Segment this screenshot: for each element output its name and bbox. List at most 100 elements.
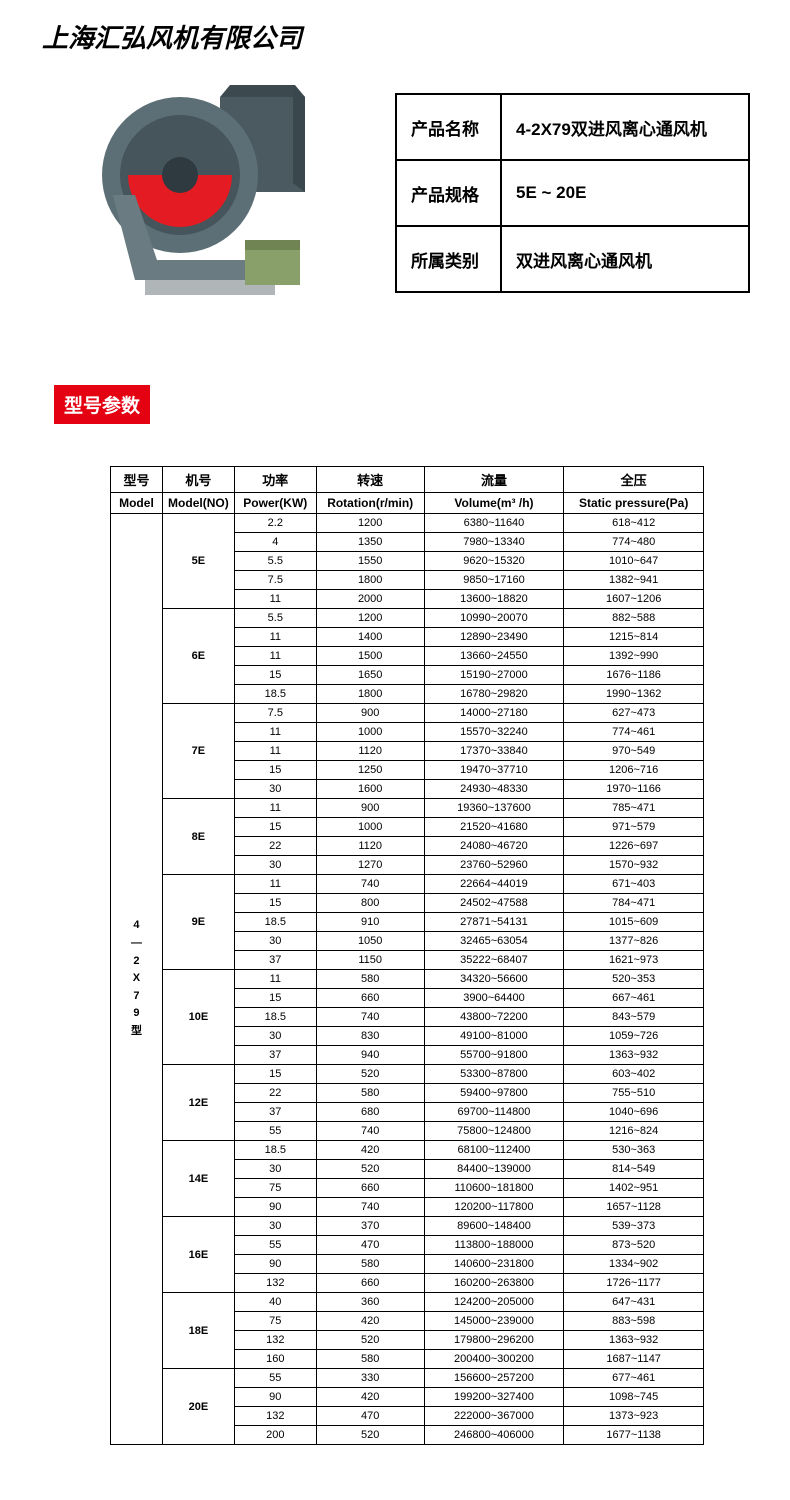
spec-cell-pressure: 539~373 bbox=[564, 1217, 704, 1236]
table-row: 8E1190019360~137600785~471 bbox=[111, 799, 704, 818]
spec-cell-rotation: 580 bbox=[316, 970, 424, 989]
spec-cell-power: 15 bbox=[234, 989, 316, 1008]
spec-cell-rotation: 740 bbox=[316, 1198, 424, 1217]
spec-cell-volume: 10990~20070 bbox=[424, 609, 564, 628]
spec-header-cn: 全压 bbox=[564, 467, 704, 493]
info-value: 5E ~ 20E bbox=[501, 160, 749, 226]
spec-cell-volume: 7980~13340 bbox=[424, 533, 564, 552]
spec-cell-volume: 22664~44019 bbox=[424, 875, 564, 894]
spec-header-cn: 机号 bbox=[162, 467, 234, 493]
spec-cell-pressure: 520~353 bbox=[564, 970, 704, 989]
spec-cell-pressure: 1010~647 bbox=[564, 552, 704, 571]
spec-cell-pressure: 843~579 bbox=[564, 1008, 704, 1027]
spec-cell-pressure: 1059~726 bbox=[564, 1027, 704, 1046]
spec-cell-power: 18.5 bbox=[234, 1141, 316, 1160]
spec-cell-volume: 17370~33840 bbox=[424, 742, 564, 761]
spec-cell-power: 2.2 bbox=[234, 514, 316, 533]
spec-table-wrap: 型号机号功率转速流量全压 ModelModel(NO)Power(KW)Rota… bbox=[0, 424, 790, 1475]
spec-cell-rotation: 660 bbox=[316, 1179, 424, 1198]
spec-cell-pressure: 1215~814 bbox=[564, 628, 704, 647]
top-row: 产品名称4-2X79双进风离心通风机产品规格5E ~ 20E所属类别双进风离心通… bbox=[0, 65, 790, 315]
info-label: 产品名称 bbox=[396, 94, 501, 160]
spec-cell-rotation: 940 bbox=[316, 1046, 424, 1065]
spec-cell-power: 11 bbox=[234, 628, 316, 647]
spec-cell-pressure: 1402~951 bbox=[564, 1179, 704, 1198]
spec-cell-power: 30 bbox=[234, 1027, 316, 1046]
spec-cell-power: 18.5 bbox=[234, 1008, 316, 1027]
spec-cell-rotation: 360 bbox=[316, 1293, 424, 1312]
spec-cell-rotation: 830 bbox=[316, 1027, 424, 1046]
model-no: 7E bbox=[162, 704, 234, 799]
spec-cell-rotation: 740 bbox=[316, 1008, 424, 1027]
spec-cell-pressure: 1970~1166 bbox=[564, 780, 704, 799]
model-no: 10E bbox=[162, 970, 234, 1065]
spec-cell-volume: 124200~205000 bbox=[424, 1293, 564, 1312]
spec-cell-volume: 200400~300200 bbox=[424, 1350, 564, 1369]
spec-cell-rotation: 1120 bbox=[316, 742, 424, 761]
spec-cell-pressure: 971~579 bbox=[564, 818, 704, 837]
spec-cell-power: 132 bbox=[234, 1407, 316, 1426]
spec-cell-volume: 179800~296200 bbox=[424, 1331, 564, 1350]
spec-cell-pressure: 647~431 bbox=[564, 1293, 704, 1312]
spec-cell-power: 11 bbox=[234, 742, 316, 761]
spec-cell-rotation: 1400 bbox=[316, 628, 424, 647]
spec-cell-volume: 19470~37710 bbox=[424, 761, 564, 780]
spec-header-en: Power(KW) bbox=[234, 493, 316, 514]
spec-cell-volume: 84400~139000 bbox=[424, 1160, 564, 1179]
spec-header-en: Static pressure(Pa) bbox=[564, 493, 704, 514]
table-row: 6E5.5120010990~20070882~588 bbox=[111, 609, 704, 628]
spec-cell-power: 7.5 bbox=[234, 571, 316, 590]
spec-cell-volume: 68100~112400 bbox=[424, 1141, 564, 1160]
spec-cell-volume: 110600~181800 bbox=[424, 1179, 564, 1198]
spec-cell-rotation: 580 bbox=[316, 1350, 424, 1369]
info-value: 双进风离心通风机 bbox=[501, 226, 749, 292]
spec-cell-rotation: 420 bbox=[316, 1141, 424, 1160]
spec-cell-power: 132 bbox=[234, 1331, 316, 1350]
spec-cell-power: 22 bbox=[234, 1084, 316, 1103]
spec-cell-pressure: 1676~1186 bbox=[564, 666, 704, 685]
spec-cell-power: 11 bbox=[234, 647, 316, 666]
spec-cell-volume: 53300~87800 bbox=[424, 1065, 564, 1084]
spec-cell-rotation: 1000 bbox=[316, 818, 424, 837]
spec-cell-volume: 246800~406000 bbox=[424, 1426, 564, 1445]
model-no: 20E bbox=[162, 1369, 234, 1445]
table-row: 4—2X79型5E2.212006380~11640618~412 bbox=[111, 514, 704, 533]
model-no: 12E bbox=[162, 1065, 234, 1141]
spec-cell-power: 11 bbox=[234, 799, 316, 818]
spec-cell-volume: 15190~27000 bbox=[424, 666, 564, 685]
info-row: 所属类别双进风离心通风机 bbox=[396, 226, 749, 292]
spec-cell-rotation: 1250 bbox=[316, 761, 424, 780]
spec-cell-volume: 199200~327400 bbox=[424, 1388, 564, 1407]
spec-cell-power: 18.5 bbox=[234, 913, 316, 932]
spec-cell-pressure: 784~471 bbox=[564, 894, 704, 913]
spec-cell-power: 132 bbox=[234, 1274, 316, 1293]
spec-cell-volume: 222000~367000 bbox=[424, 1407, 564, 1426]
spec-cell-power: 11 bbox=[234, 875, 316, 894]
spec-cell-power: 5.5 bbox=[234, 609, 316, 628]
spec-cell-pressure: 814~549 bbox=[564, 1160, 704, 1179]
spec-cell-pressure: 873~520 bbox=[564, 1236, 704, 1255]
spec-cell-rotation: 520 bbox=[316, 1065, 424, 1084]
spec-cell-volume: 14000~27180 bbox=[424, 704, 564, 723]
spec-cell-power: 11 bbox=[234, 723, 316, 742]
spec-cell-pressure: 1363~932 bbox=[564, 1046, 704, 1065]
spec-cell-rotation: 520 bbox=[316, 1426, 424, 1445]
spec-cell-volume: 89600~148400 bbox=[424, 1217, 564, 1236]
spec-cell-power: 55 bbox=[234, 1122, 316, 1141]
spec-cell-rotation: 910 bbox=[316, 913, 424, 932]
spec-cell-power: 30 bbox=[234, 1217, 316, 1236]
model-vertical: 4—2X79型 bbox=[111, 514, 163, 1445]
spec-cell-volume: 120200~117800 bbox=[424, 1198, 564, 1217]
spec-cell-power: 200 bbox=[234, 1426, 316, 1445]
model-no: 18E bbox=[162, 1293, 234, 1369]
spec-cell-pressure: 1206~716 bbox=[564, 761, 704, 780]
spec-header-cn: 流量 bbox=[424, 467, 564, 493]
spec-cell-volume: 140600~231800 bbox=[424, 1255, 564, 1274]
model-no: 8E bbox=[162, 799, 234, 875]
spec-cell-rotation: 470 bbox=[316, 1407, 424, 1426]
spec-cell-rotation: 1150 bbox=[316, 951, 424, 970]
spec-cell-rotation: 580 bbox=[316, 1084, 424, 1103]
model-no: 16E bbox=[162, 1217, 234, 1293]
spec-cell-pressure: 677~461 bbox=[564, 1369, 704, 1388]
spec-cell-volume: 12890~23490 bbox=[424, 628, 564, 647]
